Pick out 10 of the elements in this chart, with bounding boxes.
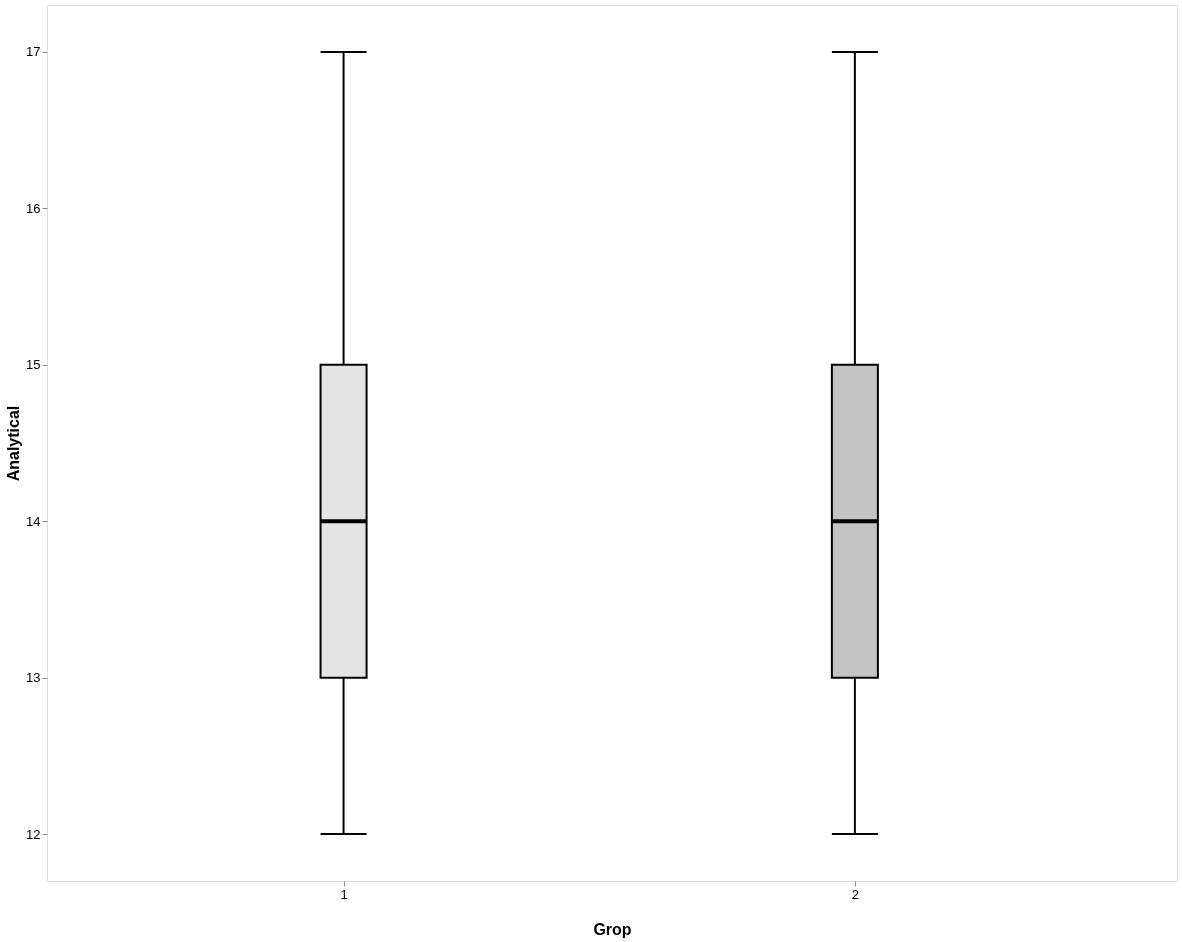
y-tick-label: 15 <box>26 357 41 373</box>
y-tick-label: 17 <box>26 44 41 60</box>
y-axis-title: Analytical <box>5 405 23 482</box>
y-tick-label: 16 <box>26 200 41 216</box>
x-tick-label: 1 <box>340 886 348 902</box>
x-tick-label: 2 <box>851 886 859 902</box>
y-tick-label: 14 <box>26 513 41 529</box>
y-tick-label: 13 <box>26 670 41 686</box>
y-tick-label: 12 <box>26 826 41 842</box>
x-axis-title: Grop <box>593 920 632 938</box>
